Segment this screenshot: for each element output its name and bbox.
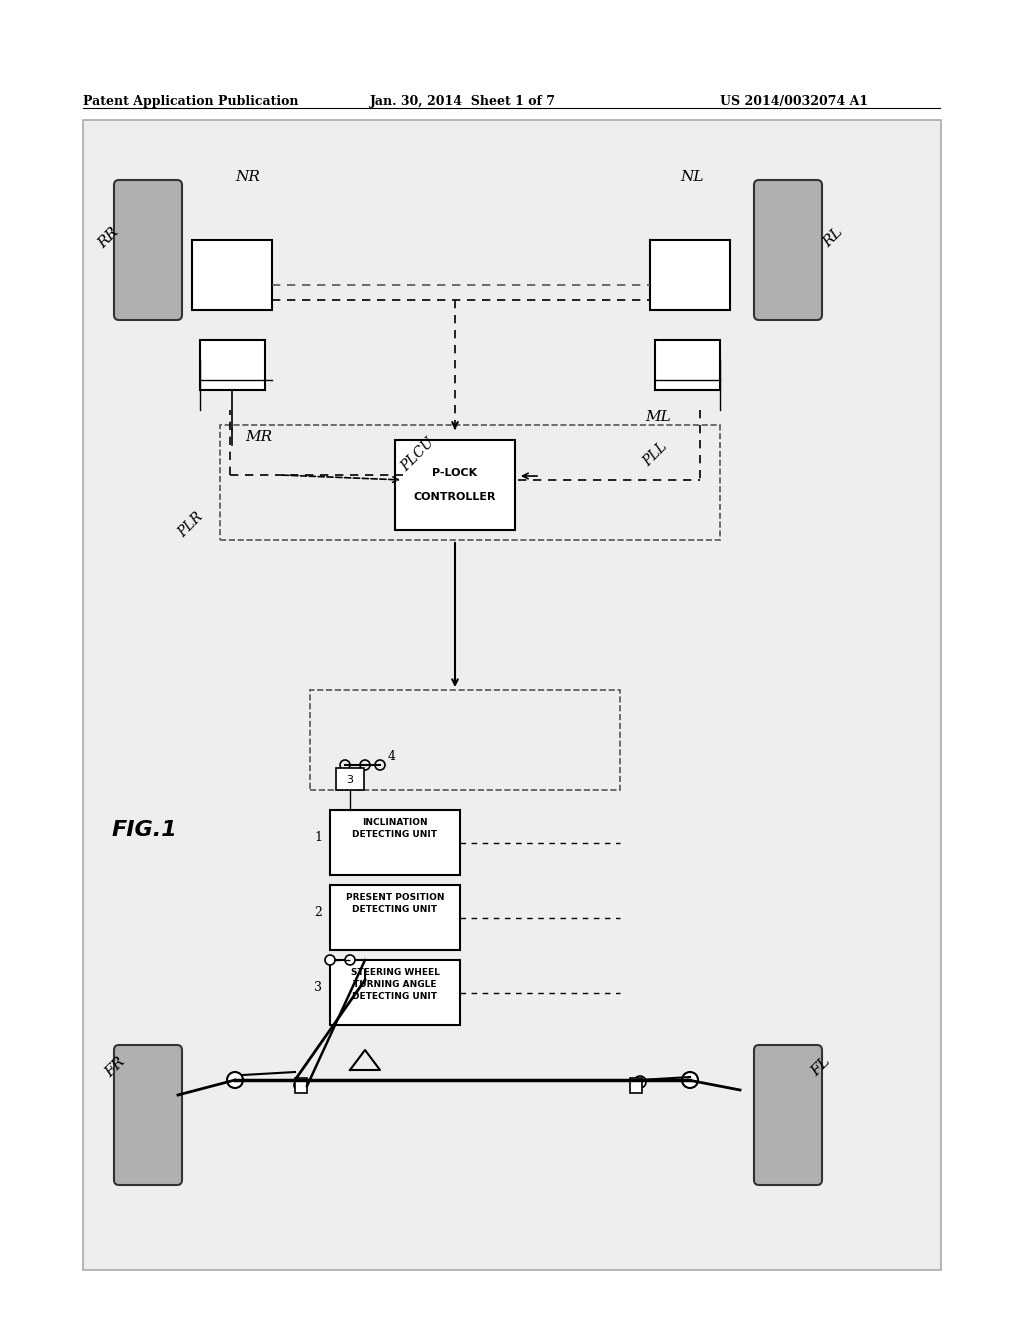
Circle shape <box>634 1076 646 1088</box>
Bar <box>395 440 515 531</box>
Text: RR: RR <box>95 224 121 251</box>
Text: FIG.1: FIG.1 <box>112 820 178 840</box>
Bar <box>336 768 364 789</box>
Bar <box>83 120 941 1270</box>
Text: Jan. 30, 2014  Sheet 1 of 7: Jan. 30, 2014 Sheet 1 of 7 <box>370 95 556 108</box>
Circle shape <box>294 1078 306 1092</box>
Text: FR: FR <box>102 1055 128 1081</box>
Bar <box>193 240 272 310</box>
FancyBboxPatch shape <box>754 180 822 319</box>
Text: NL: NL <box>680 170 703 183</box>
Bar <box>330 960 460 1026</box>
FancyBboxPatch shape <box>754 1045 822 1185</box>
Text: MR: MR <box>245 430 272 444</box>
FancyBboxPatch shape <box>114 180 182 319</box>
Text: PLCU: PLCU <box>398 436 437 474</box>
FancyBboxPatch shape <box>114 1045 182 1185</box>
Text: US 2014/0032074 A1: US 2014/0032074 A1 <box>720 95 868 108</box>
Text: STEERING WHEEL
TURNING ANGLE
DETECTING UNIT: STEERING WHEEL TURNING ANGLE DETECTING U… <box>350 968 439 1001</box>
Bar <box>630 1078 642 1093</box>
Bar <box>220 425 720 540</box>
Text: NR: NR <box>234 170 260 183</box>
Text: 3: 3 <box>346 775 353 785</box>
Text: Patent Application Publication: Patent Application Publication <box>83 95 299 108</box>
Circle shape <box>345 954 355 965</box>
Text: 2: 2 <box>314 906 322 919</box>
Bar <box>655 341 720 389</box>
Text: 4: 4 <box>388 750 396 763</box>
Text: RL: RL <box>820 224 845 251</box>
Text: CONTROLLER: CONTROLLER <box>414 492 497 502</box>
Text: P-LOCK: P-LOCK <box>432 469 477 478</box>
Bar <box>200 341 265 389</box>
Bar <box>330 810 460 875</box>
Circle shape <box>682 1072 698 1088</box>
Circle shape <box>227 1072 243 1088</box>
Text: INCLINATION
DETECTING UNIT: INCLINATION DETECTING UNIT <box>352 818 437 838</box>
Circle shape <box>325 954 335 965</box>
Bar <box>295 1078 307 1093</box>
Bar <box>330 884 460 950</box>
Text: PLL: PLL <box>640 440 670 470</box>
Text: 1: 1 <box>314 832 322 843</box>
Text: PLR: PLR <box>175 510 206 540</box>
Text: ML: ML <box>645 411 671 424</box>
Text: FL: FL <box>808 1055 833 1080</box>
Bar <box>650 240 730 310</box>
Text: PRESENT POSITION
DETECTING UNIT: PRESENT POSITION DETECTING UNIT <box>346 894 444 913</box>
Text: 3: 3 <box>314 981 322 994</box>
Bar <box>310 690 620 789</box>
